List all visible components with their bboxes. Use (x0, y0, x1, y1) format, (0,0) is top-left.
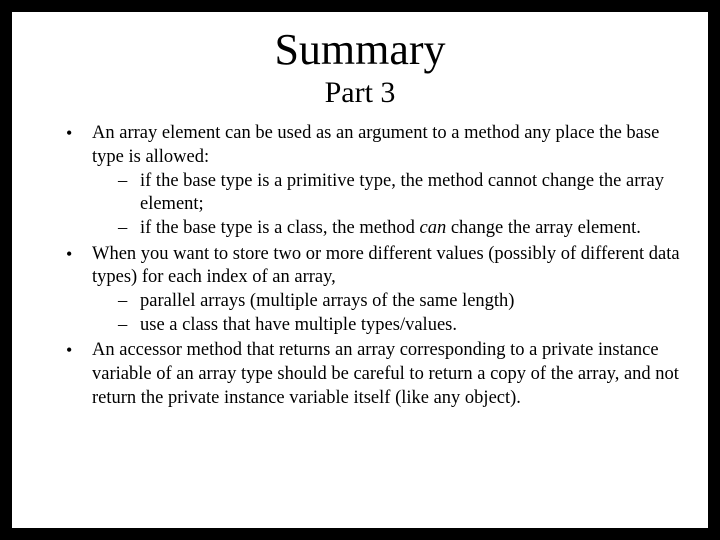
sub-bullet-text: if the base type is a primitive type, th… (140, 171, 664, 215)
bullet-text: An array element can be used as an argum… (92, 123, 659, 167)
sub-bullet-text-suffix: change the array element. (446, 218, 641, 238)
sub-bullet-item: parallel arrays (multiple arrays of the … (116, 290, 684, 314)
bullet-list: An array element can be used as an argum… (36, 122, 684, 410)
slide-body: An array element can be used as an argum… (36, 122, 684, 410)
sub-bullet-text-prefix: if the base type is a class, the method (140, 218, 419, 238)
sub-bullet-text-em: can (419, 218, 446, 238)
slide: Summary Part 3 An array element can be u… (12, 12, 708, 528)
sub-bullet-list: parallel arrays (multiple arrays of the … (92, 290, 684, 337)
slide-title: Summary (36, 26, 684, 74)
sub-bullet-item: use a class that have multiple types/val… (116, 314, 684, 338)
bullet-item: An array element can be used as an argum… (60, 122, 684, 240)
bullet-item: An accessor method that returns an array… (60, 339, 684, 410)
sub-bullet-item: if the base type is a class, the method … (116, 217, 684, 241)
sub-bullet-text: use a class that have multiple types/val… (140, 315, 457, 335)
sub-bullet-list: if the base type is a primitive type, th… (92, 170, 684, 241)
slide-subtitle: Part 3 (36, 76, 684, 110)
bullet-text: When you want to store two or more diffe… (92, 244, 680, 288)
sub-bullet-item: if the base type is a primitive type, th… (116, 170, 684, 217)
bullet-text: An accessor method that returns an array… (92, 340, 679, 407)
sub-bullet-text: parallel arrays (multiple arrays of the … (140, 291, 514, 311)
bullet-item: When you want to store two or more diffe… (60, 243, 684, 338)
